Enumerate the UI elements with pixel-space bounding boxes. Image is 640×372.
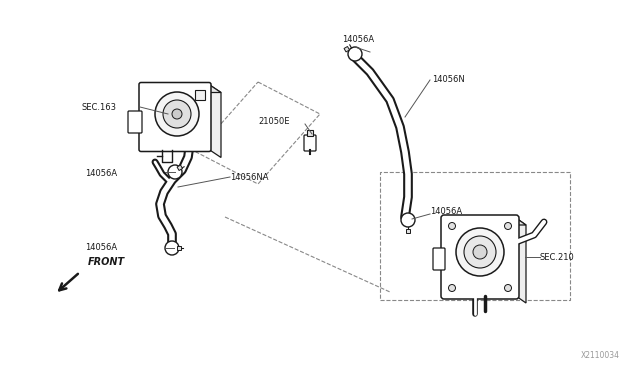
Text: FRONT: FRONT [88,257,125,267]
FancyBboxPatch shape [128,111,142,133]
FancyBboxPatch shape [304,135,316,151]
Bar [344,46,349,52]
Circle shape [165,241,179,255]
Text: 14056NA: 14056NA [230,173,269,182]
Bar [406,229,410,233]
Bar [195,90,205,99]
Circle shape [163,100,191,128]
Circle shape [464,236,496,268]
Text: SEC.210: SEC.210 [540,253,575,262]
Circle shape [168,165,182,179]
Circle shape [401,213,415,227]
Polygon shape [444,218,526,225]
Bar [177,246,181,250]
Text: 21050E: 21050E [258,118,289,126]
Polygon shape [209,84,221,157]
Text: 14056N: 14056N [432,76,465,84]
Text: 14056A: 14056A [85,170,117,179]
Bar [177,165,182,170]
Circle shape [456,228,504,276]
FancyBboxPatch shape [441,215,519,299]
Circle shape [449,285,456,292]
Text: 14056A: 14056A [342,35,374,45]
Polygon shape [141,84,221,93]
Text: SEC.163: SEC.163 [82,103,117,112]
Text: 14056A: 14056A [430,208,462,217]
Circle shape [504,222,511,230]
Circle shape [449,222,456,230]
Circle shape [504,285,511,292]
Text: 14056A: 14056A [85,244,117,253]
Bar [307,130,313,136]
Polygon shape [516,218,526,303]
Circle shape [172,109,182,119]
FancyBboxPatch shape [433,248,445,270]
FancyBboxPatch shape [139,83,211,151]
Circle shape [473,245,487,259]
Circle shape [348,47,362,61]
Circle shape [155,92,199,136]
Text: X2110034: X2110034 [581,351,620,360]
